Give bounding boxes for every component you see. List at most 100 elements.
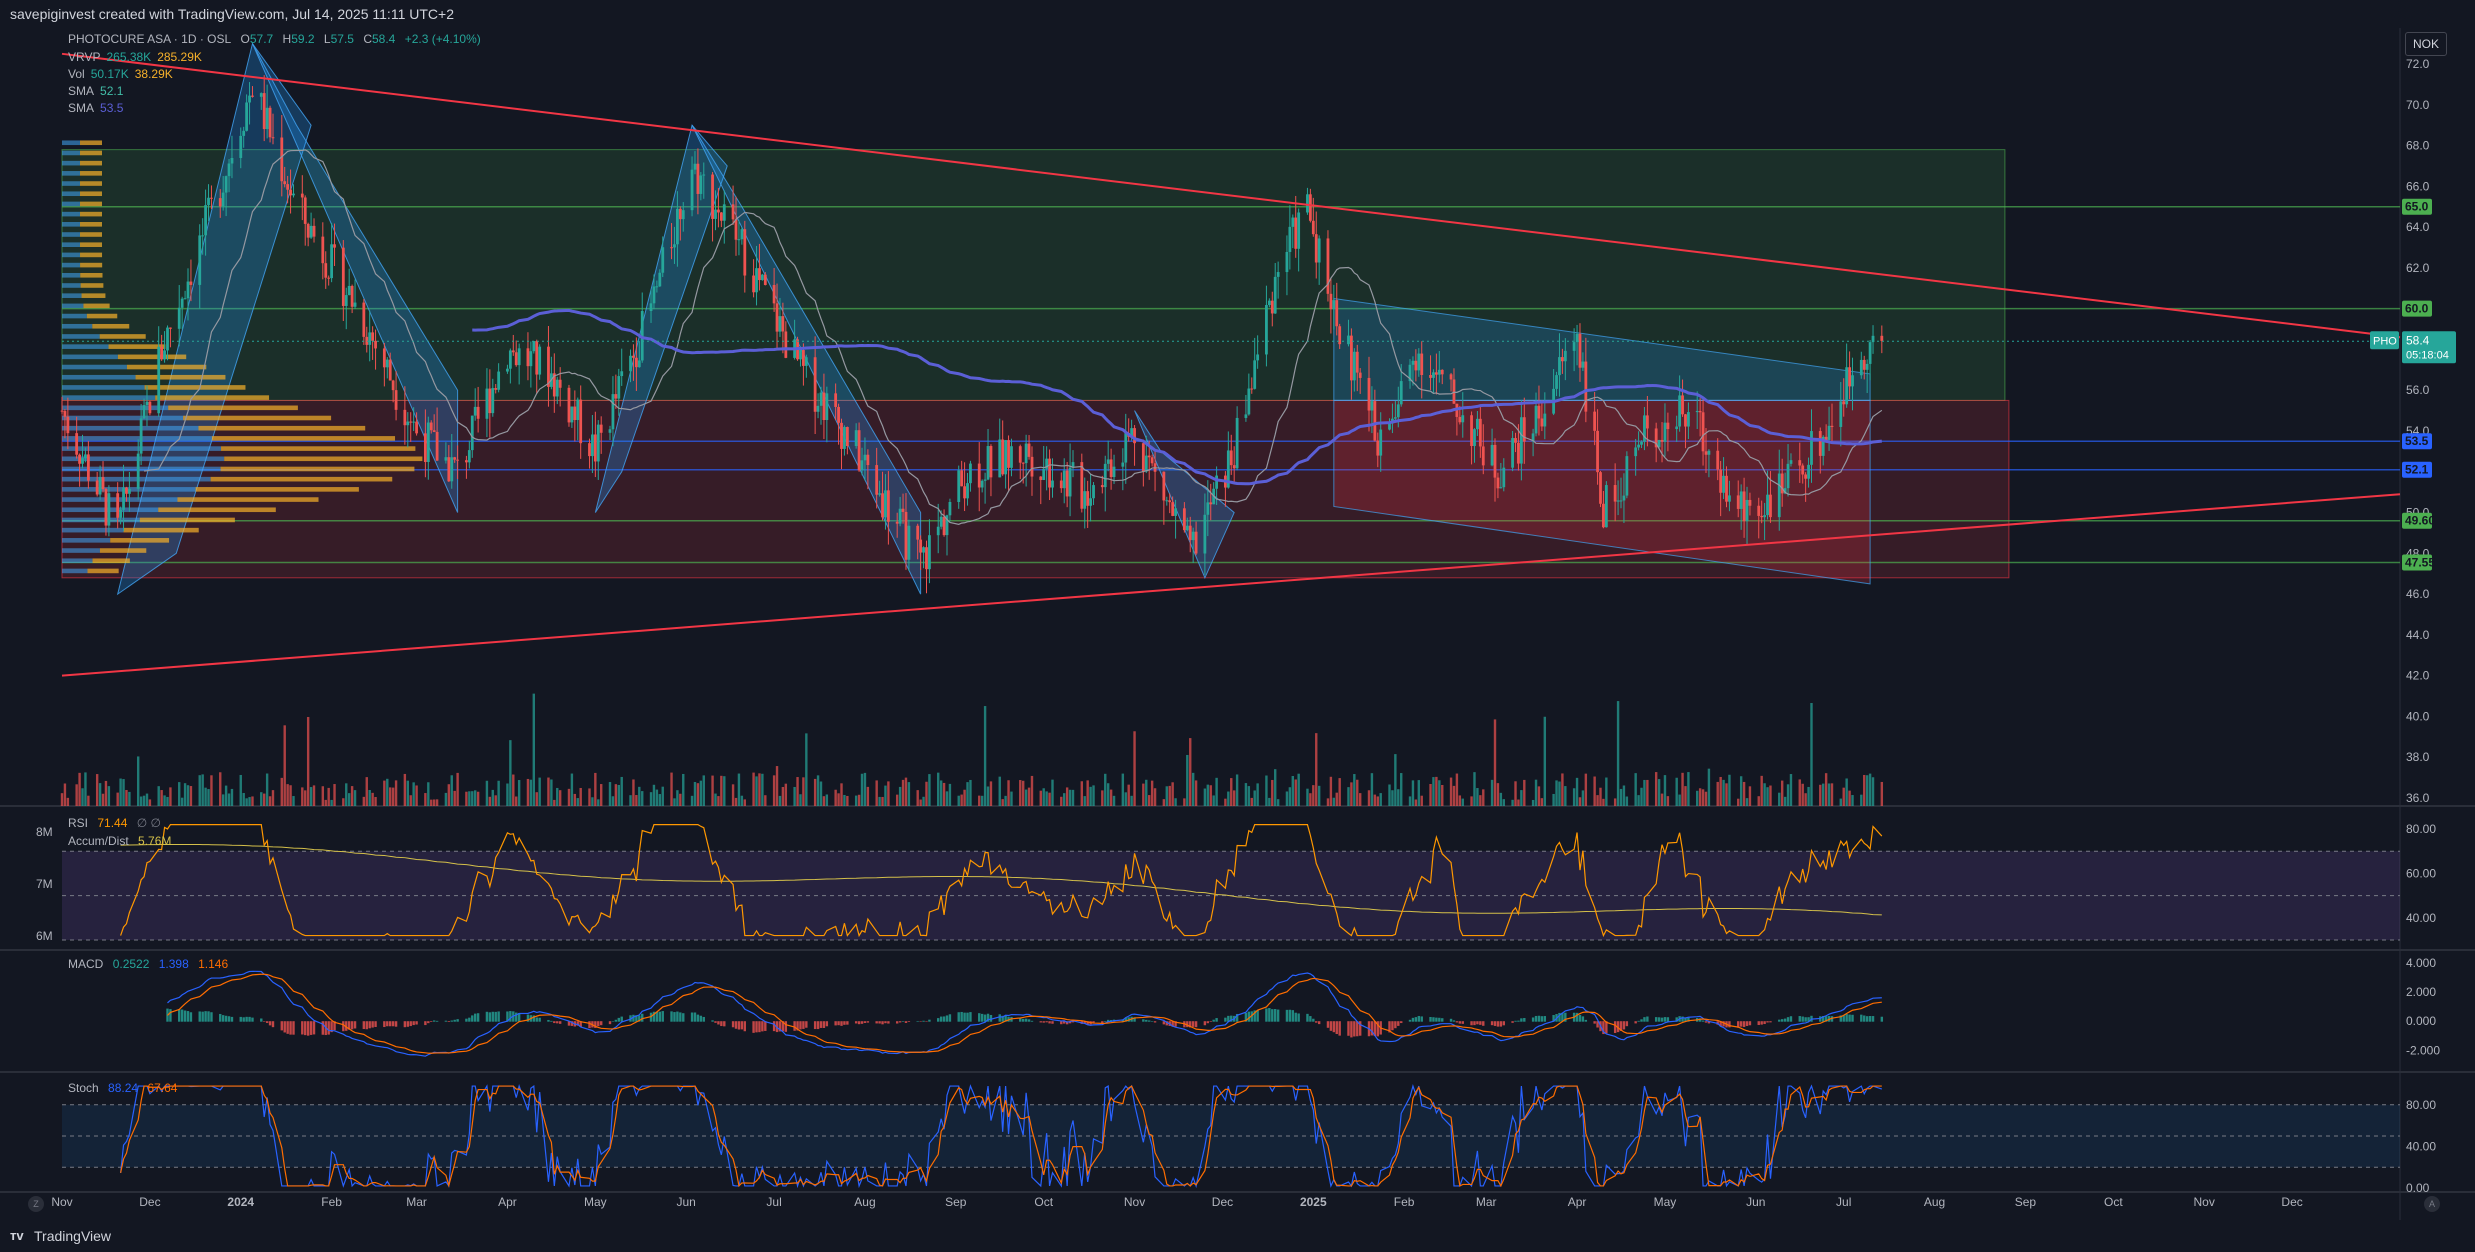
macd-hist-bar bbox=[1174, 1021, 1177, 1027]
stoch-d-value: 67.64 bbox=[147, 1081, 178, 1095]
candle-body bbox=[617, 376, 621, 399]
volume-bar bbox=[1622, 785, 1626, 806]
macd-hist-bar bbox=[1737, 1021, 1740, 1028]
macd-hist-bar bbox=[843, 1021, 846, 1025]
vrvp-up-bar bbox=[62, 425, 199, 431]
vrvp-up-bar bbox=[62, 385, 145, 390]
volume-bar bbox=[1274, 769, 1277, 806]
candle-body bbox=[614, 394, 618, 399]
macd-hist-bar bbox=[1476, 1021, 1479, 1025]
volume-bar bbox=[1783, 796, 1787, 806]
volume-bar bbox=[948, 783, 952, 806]
volume-bar bbox=[1593, 776, 1596, 806]
candle-body bbox=[1185, 525, 1189, 531]
candle-body bbox=[350, 285, 354, 307]
macd-hist-bar bbox=[1634, 1021, 1637, 1024]
candle-body bbox=[1267, 300, 1271, 305]
volume-bar bbox=[1042, 788, 1045, 806]
macd-hist-bar bbox=[758, 1021, 761, 1033]
candle-body bbox=[535, 341, 539, 375]
macd-hist-bar bbox=[1171, 1021, 1174, 1027]
macd-hist-bar bbox=[1432, 1017, 1435, 1022]
candle-body bbox=[1215, 475, 1219, 489]
close-value: 58.4 bbox=[371, 32, 396, 46]
candle-body bbox=[722, 204, 726, 221]
macd-hist-bar bbox=[1780, 1019, 1784, 1022]
volume-bar bbox=[658, 794, 662, 806]
candle-body bbox=[673, 244, 676, 248]
macd-hist-bar bbox=[347, 1021, 351, 1030]
indicator-name: Vol bbox=[68, 67, 85, 81]
vrvp-down-bar bbox=[80, 181, 102, 186]
macd-hist-bar bbox=[1104, 1020, 1107, 1022]
volume-bar bbox=[570, 773, 574, 806]
indicator-legend-1: Vol 50.17K 38.29K bbox=[68, 67, 179, 81]
candle-body bbox=[312, 225, 316, 237]
candle-body bbox=[1414, 360, 1418, 371]
candle-body bbox=[1871, 335, 1875, 343]
volume-bar bbox=[734, 797, 738, 806]
vrvp-down-bar bbox=[80, 201, 103, 207]
volume-bar bbox=[391, 787, 395, 806]
vrvp-down-bar bbox=[80, 262, 103, 268]
volume-bar bbox=[1646, 779, 1649, 806]
macd-hist-bar bbox=[969, 1012, 972, 1022]
volume-bar bbox=[230, 788, 234, 806]
macd-hist-bar bbox=[1540, 1016, 1544, 1022]
vrvp-up-bar bbox=[62, 517, 140, 523]
accum-tick: 8M bbox=[36, 825, 53, 839]
candle-body bbox=[980, 480, 984, 488]
accum-value: 5.76M bbox=[138, 834, 172, 848]
macd-hist-bar bbox=[907, 1021, 911, 1022]
time-tick: Oct bbox=[1034, 1195, 1053, 1209]
candle-body bbox=[1824, 436, 1828, 440]
candle-body bbox=[473, 406, 477, 416]
vrvp-down-bar bbox=[80, 252, 103, 258]
chart-area[interactable]: 72.070.068.066.064.062.060.058.056.054.0… bbox=[0, 28, 2475, 1220]
candle-body bbox=[989, 446, 993, 478]
macd-hist-bar bbox=[1769, 1021, 1772, 1023]
rsi-tick: 80.00 bbox=[2406, 822, 2436, 836]
volume-bar bbox=[1725, 783, 1728, 806]
macd-hist-bar bbox=[980, 1013, 984, 1022]
time-tick: Dec bbox=[139, 1195, 160, 1209]
zoom-button[interactable]: Z bbox=[28, 1196, 44, 1212]
volume-bar bbox=[1400, 773, 1403, 806]
vrvp-down-bar bbox=[80, 283, 104, 288]
candle-body bbox=[456, 459, 460, 461]
macd-hist-bar bbox=[857, 1021, 861, 1025]
price-tick: 36.0 bbox=[2406, 791, 2430, 805]
volume-bar bbox=[248, 797, 251, 806]
macd-hist-bar bbox=[248, 1016, 251, 1022]
volume-bar bbox=[1605, 777, 1608, 806]
vrvp-down-bar bbox=[177, 497, 319, 502]
vrvp-down-bar bbox=[81, 293, 106, 298]
volume-bar bbox=[805, 733, 808, 806]
candle-body bbox=[107, 493, 111, 526]
volume-bar bbox=[204, 787, 207, 806]
macd-hist-bar bbox=[1027, 1019, 1031, 1022]
vrvp-up-bar bbox=[62, 374, 136, 380]
rsi-legend: RSI 71.44 ∅ ∅ bbox=[68, 816, 167, 830]
macd-hist-bar bbox=[1842, 1015, 1845, 1022]
candle-body bbox=[802, 350, 805, 366]
macd-hist-bar bbox=[558, 1021, 562, 1024]
volume-bar bbox=[1414, 799, 1418, 806]
macd-legend: MACD 0.2522 1.398 1.146 bbox=[68, 957, 234, 971]
macd-hist-bar bbox=[517, 1013, 521, 1022]
macd-hist-bar bbox=[1742, 1021, 1746, 1028]
candle-body bbox=[737, 239, 741, 241]
macd-hist-bar bbox=[1021, 1018, 1025, 1022]
candle-body bbox=[916, 525, 920, 540]
level-label: 65.0 bbox=[2405, 200, 2429, 214]
auto-scale-button[interactable]: A bbox=[2424, 1196, 2440, 1212]
volume-bar bbox=[427, 782, 430, 806]
candle-body bbox=[221, 192, 225, 207]
candle-body bbox=[681, 210, 685, 220]
candle-body bbox=[608, 429, 612, 433]
macd-hist-bar bbox=[485, 1011, 489, 1022]
candle-body bbox=[324, 263, 328, 278]
macd-hist-bar bbox=[1807, 1017, 1810, 1022]
currency-button[interactable]: NOK bbox=[2405, 32, 2447, 56]
vrvp-up-bar bbox=[62, 405, 169, 411]
